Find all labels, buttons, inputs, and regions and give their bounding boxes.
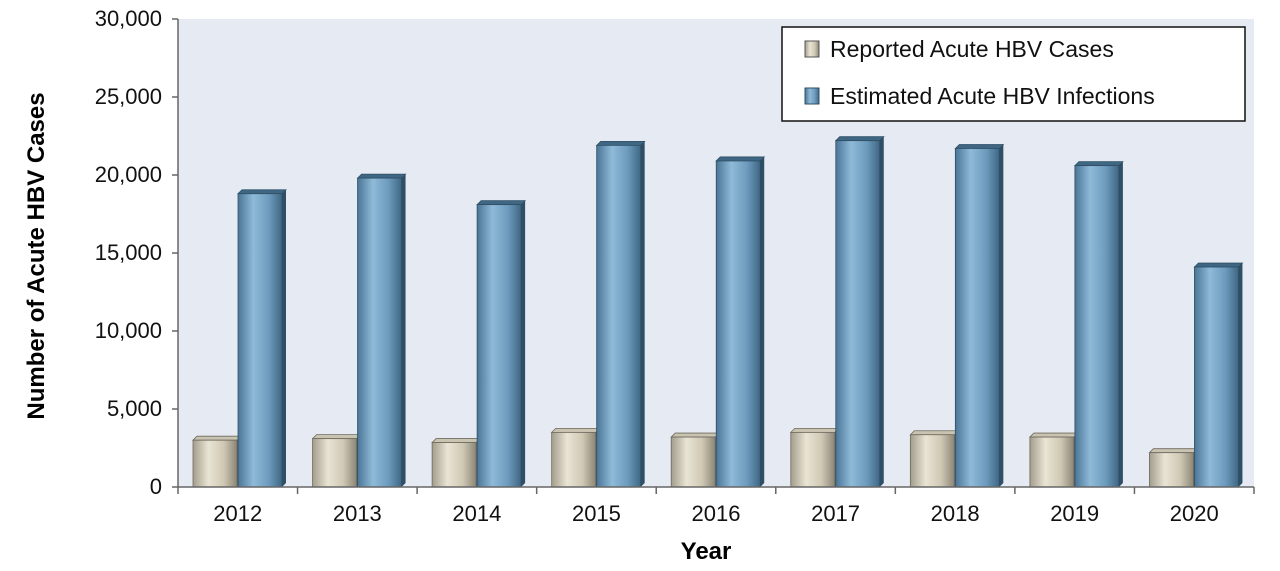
estimated-infections-bar-top [237, 189, 287, 195]
reported-cases-bar [551, 431, 597, 488]
estimated-infections-bar [954, 148, 1000, 488]
estimated-infections-bar-side [760, 156, 765, 487]
estimated-infections-bar [357, 177, 402, 488]
legend-swatch-reported [804, 40, 820, 58]
legend-swatch-estimated [804, 87, 820, 105]
estimated-infections-bar-side [1238, 263, 1243, 487]
estimated-infections-bar-side [521, 200, 526, 487]
reported-cases-bar-top [1028, 432, 1079, 438]
x-axis-title: Year [681, 538, 732, 565]
estimated-infections-bar-top [356, 173, 407, 179]
bars [192, 136, 1244, 488]
estimated-infections-bar-top [1073, 161, 1124, 167]
x-tick-label: 2017 [811, 501, 860, 526]
reported-cases-bar [670, 436, 716, 488]
legend-label-estimated: Estimated Acute HBV Infections [830, 83, 1155, 109]
estimated-infections-bar-top [954, 144, 1005, 149]
reported-cases-bar-top [192, 435, 242, 441]
x-tick-label: 2014 [452, 501, 501, 526]
reported-cases-bar [1149, 452, 1194, 488]
estimated-infections-bar-side [999, 144, 1004, 488]
legend-label-reported: Reported Acute HBV Cases [830, 36, 1114, 62]
reported-cases-bar-top [789, 427, 840, 433]
x-tick-label: 2016 [692, 501, 741, 526]
estimated-infections-bar [1074, 165, 1120, 488]
reported-cases-bar-top [1148, 448, 1199, 454]
reported-cases-bar-top [909, 430, 960, 436]
y-axis-title: Number of Acute HBV Cases [23, 92, 50, 419]
reported-cases-bar [192, 439, 238, 488]
reported-cases-bar [909, 434, 955, 488]
x-axis-ticks: 2012 2013 2014 2015 2016 2017 2018 2019 2020 [177, 487, 1255, 526]
estimated-infections-bar-top [1193, 262, 1244, 268]
estimated-infections-bar-top [476, 200, 527, 206]
legend-box [781, 26, 1246, 122]
estimated-infections-bar-side [401, 174, 406, 487]
estimated-infections-bar-side [879, 136, 884, 487]
reported-cases-bar-top [670, 432, 721, 438]
estimated-infections-bar [476, 204, 522, 488]
y-tick-label: 15,000 [95, 240, 162, 265]
estimated-infections-bar [835, 140, 881, 488]
estimated-infections-bar-top [834, 136, 885, 142]
x-tick-label: 2018 [931, 501, 980, 526]
reported-cases-bar-top [550, 427, 601, 433]
reported-cases-bar-top [311, 434, 362, 440]
estimated-infections-bar [596, 144, 642, 488]
y-tick-label: 30,000 [95, 6, 162, 31]
reported-cases-bar [431, 442, 477, 488]
y-axis-ticks: 0 5,000 10,000 15,000 20,000 25,000 30,000 [95, 6, 178, 499]
estimated-infections-bar-side [1118, 161, 1123, 487]
reported-cases-bar [1029, 436, 1075, 488]
estimated-infections-bar-side [282, 189, 286, 487]
reported-cases-bar-top [431, 438, 482, 443]
estimated-infections-bar [715, 160, 761, 488]
y-tick-label: 25,000 [95, 84, 162, 109]
estimated-infections-bar-side [640, 141, 645, 488]
x-tick-label: 2019 [1050, 501, 1099, 526]
reported-cases-bar [312, 438, 357, 488]
estimated-infections-bar-top [715, 156, 766, 162]
x-tick-label: 2012 [213, 501, 262, 526]
x-tick-label: 2020 [1170, 501, 1219, 526]
estimated-infections-bar-top [595, 140, 646, 146]
x-tick-label: 2015 [572, 501, 621, 526]
reported-cases-bar [790, 431, 836, 488]
estimated-infections-bar [237, 193, 283, 488]
estimated-infections-bar [1194, 266, 1239, 488]
y-tick-label: 20,000 [95, 162, 162, 187]
x-tick-label: 2013 [333, 501, 382, 526]
y-tick-label: 10,000 [95, 318, 162, 343]
legend: Reported Acute HBV Cases Estimated Acute… [781, 26, 1246, 122]
y-tick-label: 5,000 [107, 396, 162, 421]
y-tick-label: 0 [150, 474, 162, 499]
